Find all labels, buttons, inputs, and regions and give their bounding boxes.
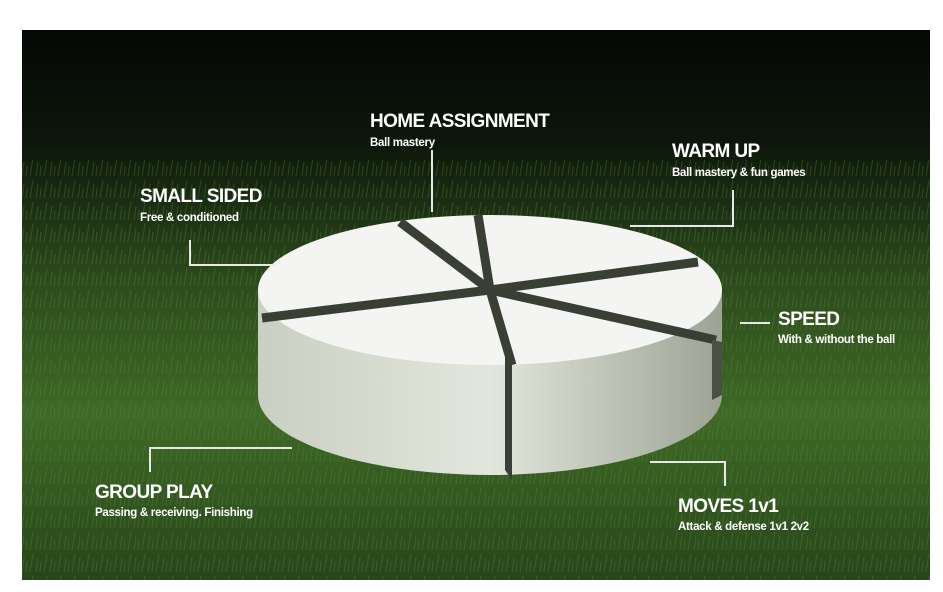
segment-subtitle: Passing & receiving. Finishing <box>95 507 253 519</box>
segment-subtitle: Free & conditioned <box>140 212 239 224</box>
segment-title: GROUP PLAY <box>95 482 213 503</box>
leader-lines <box>149 150 770 486</box>
segment-title: WARM UP <box>672 141 761 162</box>
segment-title: MOVES 1v1 <box>678 496 779 517</box>
segment-subtitle: Attack & defense 1v1 2v2 <box>678 521 809 533</box>
front-gap <box>505 350 512 480</box>
pie <box>258 214 722 480</box>
right-gap <box>712 340 722 400</box>
segment-subtitle: Ball mastery <box>370 137 436 149</box>
segment-title: HOME ASSIGNMENT <box>370 111 550 132</box>
segment-title: SMALL SIDED <box>140 186 262 207</box>
segment-title: SPEED <box>778 309 839 330</box>
slice-gaps <box>261 214 717 367</box>
segment-subtitle: With & without the ball <box>778 334 895 346</box>
segment-subtitle: Ball mastery & fun games <box>672 167 805 179</box>
